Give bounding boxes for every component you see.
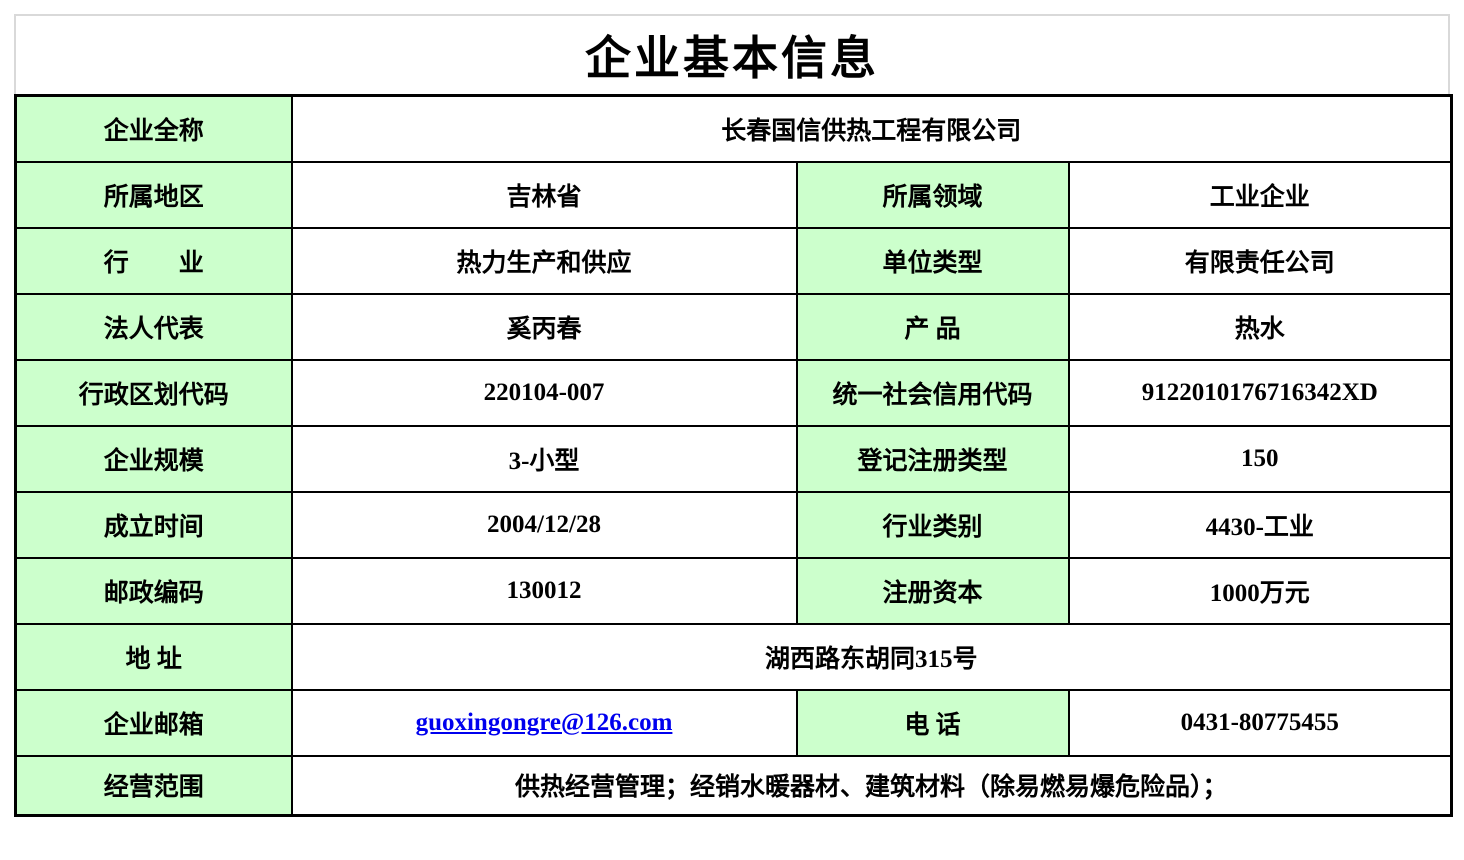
- enterprise-info-sheet: 企业基本信息 企业全称 长春国信供热工程有限公司 所属地区 吉林省 所属领域 工…: [14, 14, 1453, 817]
- row-legal-product: 法人代表 奚丙春 产 品 热水: [14, 292, 1453, 361]
- row-admin-code-credit-code: 行政区划代码 220104-007 统一社会信用代码 9122010176716…: [14, 358, 1453, 427]
- label-registration-type: 登记注册类型: [795, 424, 1070, 493]
- value-phone: 0431-80775455: [1067, 688, 1453, 757]
- row-industry-unittype: 行 业 热力生产和供应 单位类型 有限责任公司: [14, 226, 1453, 295]
- value-domain: 工业企业: [1067, 160, 1453, 229]
- label-company-name: 企业全称: [14, 94, 293, 163]
- value-social-credit-code: 9122010176716342XD: [1067, 358, 1453, 427]
- page-title: 企业基本信息: [14, 14, 1450, 94]
- label-domain: 所属领域: [795, 160, 1070, 229]
- value-registered-capital: 1000万元: [1067, 556, 1453, 625]
- row-address: 地 址 湖西路东胡同315号: [14, 622, 1453, 691]
- value-industry: 热力生产和供应: [290, 226, 798, 295]
- value-unit-type: 有限责任公司: [1067, 226, 1453, 295]
- label-product: 产 品: [795, 292, 1070, 361]
- value-business-scope: 供热经营管理；经销水暖器材、建筑材料（除易燃易爆危险品）；: [290, 754, 1453, 817]
- value-admin-division-code: 220104-007: [290, 358, 798, 427]
- label-founded-date: 成立时间: [14, 490, 293, 559]
- row-founded-category: 成立时间 2004/12/28 行业类别 4430-工业: [14, 490, 1453, 559]
- label-registered-capital: 注册资本: [795, 556, 1070, 625]
- label-business-scope: 经营范围: [14, 754, 293, 817]
- row-business-scope: 经营范围 供热经营管理；经销水暖器材、建筑材料（除易燃易爆危险品）；: [14, 754, 1453, 817]
- value-region: 吉林省: [290, 160, 798, 229]
- row-scale-regtype: 企业规模 3-小型 登记注册类型 150: [14, 424, 1453, 493]
- value-company-name: 长春国信供热工程有限公司: [290, 94, 1453, 163]
- label-legal-representative: 法人代表: [14, 292, 293, 361]
- value-postal-code: 130012: [290, 556, 798, 625]
- row-company-name: 企业全称 长春国信供热工程有限公司: [14, 94, 1453, 163]
- value-industry-category: 4430-工业: [1067, 490, 1453, 559]
- value-registration-type: 150: [1067, 424, 1453, 493]
- label-region: 所属地区: [14, 160, 293, 229]
- value-company-scale: 3-小型: [290, 424, 798, 493]
- label-unit-type: 单位类型: [795, 226, 1070, 295]
- label-email: 企业邮箱: [14, 688, 293, 757]
- value-legal-representative: 奚丙春: [290, 292, 798, 361]
- value-product: 热水: [1067, 292, 1453, 361]
- email-link[interactable]: guoxingongre@126.com: [415, 708, 673, 736]
- label-postal-code: 邮政编码: [14, 556, 293, 625]
- label-industry: 行 业: [14, 226, 293, 295]
- label-industry-category: 行业类别: [795, 490, 1070, 559]
- value-founded-date: 2004/12/28: [290, 490, 798, 559]
- label-company-scale: 企业规模: [14, 424, 293, 493]
- label-social-credit-code: 统一社会信用代码: [795, 358, 1070, 427]
- row-email-phone: 企业邮箱 guoxingongre@126.com 电 话 0431-80775…: [14, 688, 1453, 757]
- row-postcode-capital: 邮政编码 130012 注册资本 1000万元: [14, 556, 1453, 625]
- label-phone: 电 话: [795, 688, 1070, 757]
- label-address: 地 址: [14, 622, 293, 691]
- label-admin-division-code: 行政区划代码: [14, 358, 293, 427]
- row-region-field: 所属地区 吉林省 所属领域 工业企业: [14, 160, 1453, 229]
- value-address: 湖西路东胡同315号: [290, 622, 1453, 691]
- enterprise-info-table: 企业全称 长春国信供热工程有限公司 所属地区 吉林省 所属领域 工业企业 行 业…: [14, 94, 1453, 817]
- value-email: guoxingongre@126.com: [290, 688, 798, 757]
